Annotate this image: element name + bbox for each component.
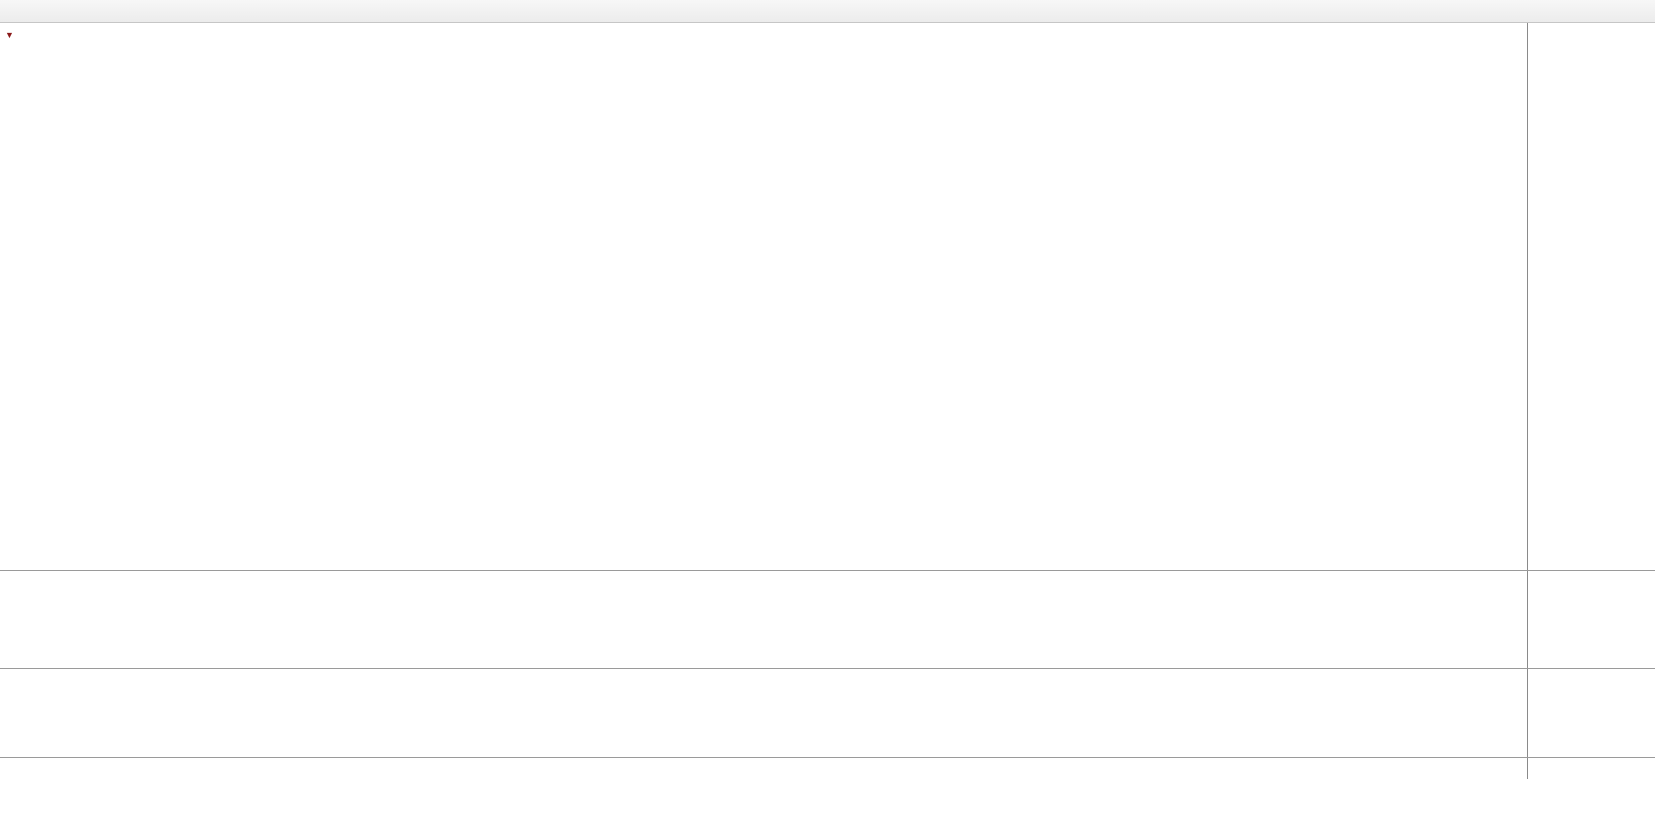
bottom-margin — [0, 779, 1655, 826]
time-axis[interactable] — [0, 757, 1527, 779]
macd-plot — [0, 570, 1527, 668]
price-chart-panel[interactable]: ▼ — [0, 23, 1527, 570]
panel-separator — [0, 757, 1655, 758]
rsi-panel[interactable] — [0, 668, 1527, 757]
symbol-marker-icon: ▼ — [5, 30, 14, 40]
price-axis[interactable] — [1527, 23, 1655, 779]
panel-separator[interactable] — [0, 668, 1655, 669]
panel-separator[interactable] — [0, 570, 1655, 571]
candlestick-plot — [0, 23, 1527, 570]
macd-panel[interactable] — [0, 570, 1527, 668]
symbol-header: ▼ — [5, 30, 18, 40]
rsi-plot — [0, 668, 1527, 757]
main-toolbar — [0, 0, 1655, 23]
